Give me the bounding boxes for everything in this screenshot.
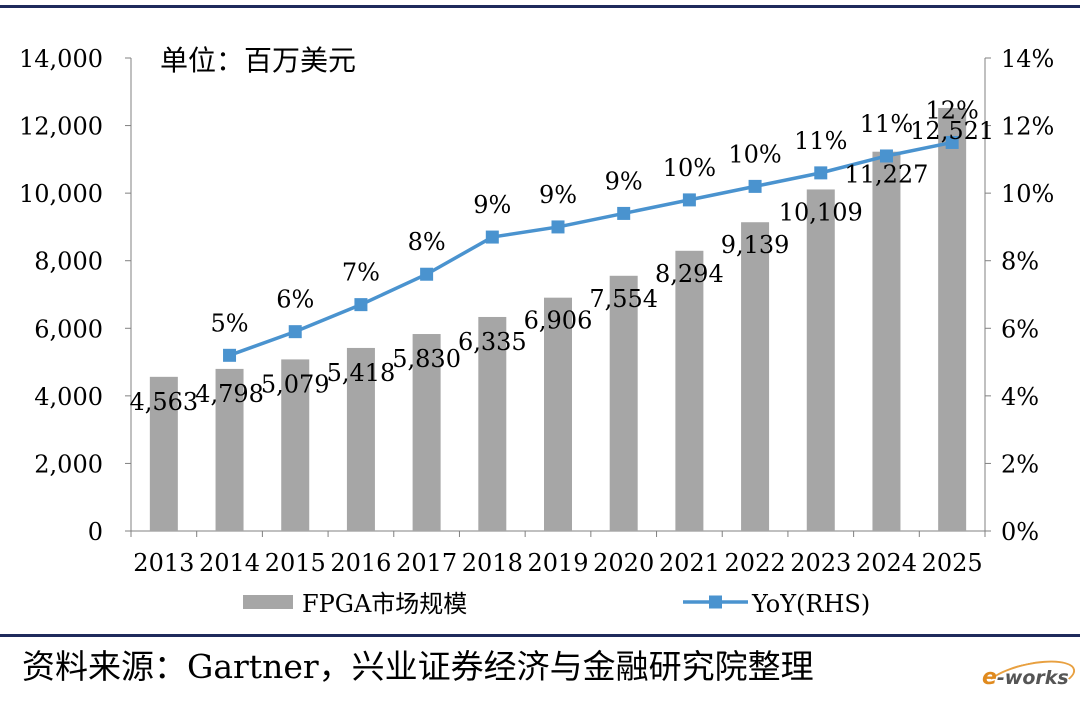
x-tick-label: 2024: [856, 549, 917, 577]
logo-text: e-works: [982, 665, 1069, 690]
top-rule: [0, 5, 1080, 8]
yoy-value-label: 8%: [408, 228, 446, 256]
line-series: [223, 135, 959, 362]
x-tick-label: 2019: [527, 549, 588, 577]
left-tick-label: 10,000: [19, 180, 103, 208]
bar: [478, 316, 507, 531]
right-tick-label: 6%: [1001, 315, 1039, 343]
left-tick-label: 8,000: [34, 248, 103, 276]
yoy-marker: [551, 220, 565, 234]
x-tick-label: 2015: [265, 549, 326, 577]
x-tick-label: 2025: [922, 549, 983, 577]
x-tick-label: 2017: [396, 549, 457, 577]
left-tick-label: 2,000: [34, 450, 103, 478]
yoy-value-label: 9%: [473, 191, 511, 219]
bar: [149, 376, 178, 531]
yoy-marker: [814, 166, 828, 180]
x-tick-label: 2023: [790, 549, 851, 577]
yoy-marker: [945, 135, 959, 149]
yoy-marker: [879, 149, 893, 163]
legend-bar-swatch: [243, 595, 293, 609]
right-tick-label: 12%: [1001, 113, 1054, 141]
yoy-value-label: 11%: [794, 127, 847, 155]
unit-label: 单位：百万美元: [160, 44, 356, 77]
bar-value-label: 9,139: [721, 231, 790, 259]
yoy-value-label: 7%: [342, 259, 380, 287]
x-tick-label: 2021: [659, 549, 720, 577]
bar: [609, 275, 638, 531]
right-tick-label: 14%: [1001, 45, 1054, 73]
yoy-marker: [617, 206, 631, 220]
bar-value-label: 11,227: [844, 161, 928, 189]
x-tick-label: 2020: [593, 549, 654, 577]
bar: [872, 151, 901, 531]
source-note: 资料来源：Gartner，兴业证券经济与金融研究院整理: [22, 647, 814, 686]
yoy-value-label: 12%: [925, 96, 978, 124]
yoy-marker: [288, 325, 302, 339]
left-tick-label: 0: [88, 518, 103, 546]
bar: [346, 347, 375, 531]
yoy-marker: [354, 298, 368, 312]
legend-bar-label: FPGA市场规模: [302, 590, 467, 618]
bar-value-label: 12,521: [910, 117, 994, 145]
bar-series: [149, 107, 967, 532]
right-tick-label: 0%: [1001, 518, 1039, 546]
bar-value-label: 5,079: [261, 370, 330, 398]
left-tick-label: 12,000: [19, 113, 103, 141]
yoy-marker: [485, 230, 499, 244]
chart-axes: 0 2,000 4,000 6,000 8,000 10,000 12,000 14,000 0…: [19, 45, 1054, 577]
x-tick-label: 2018: [462, 549, 523, 577]
e-works-logo: e-works: [981, 653, 1079, 704]
x-tick-label: 2013: [133, 549, 194, 577]
yoy-marker: [223, 348, 237, 362]
bottom-rule: [0, 634, 1080, 637]
bar: [215, 368, 244, 531]
bar-value-label: 4,563: [129, 388, 198, 416]
bar: [938, 107, 967, 532]
yoy-line: [228, 140, 953, 357]
bar: [412, 334, 441, 531]
yoy-value-label: 11%: [860, 110, 913, 138]
x-tick-label: 2016: [330, 549, 391, 577]
yoy-value-label: 6%: [276, 286, 314, 314]
yoy-marker: [748, 179, 762, 193]
right-tick-label: 8%: [1001, 248, 1039, 276]
bar-value-label: 6,335: [458, 328, 527, 356]
yoy-value-label: 9%: [539, 181, 577, 209]
bar: [281, 359, 310, 531]
bar: [544, 297, 572, 531]
fpga-market-chart: 0 2,000 4,000 6,000 8,000 10,000 12,000 14,000 0…: [19, 44, 1054, 618]
legend: FPGA市场规模 YoY(RHS): [243, 590, 870, 618]
bar-value-label: 6,906: [524, 307, 593, 335]
bar: [741, 222, 770, 531]
bar-value-label: 5,418: [327, 359, 396, 387]
legend-line-marker: [709, 595, 722, 609]
bar-value-label: 10,109: [779, 198, 863, 226]
yoy-marker: [682, 193, 696, 207]
right-tick-label: 4%: [1001, 383, 1039, 411]
bar-value-label: 5,830: [392, 345, 461, 373]
bar: [675, 250, 704, 531]
yoy-value-label: 5%: [210, 309, 248, 337]
right-tick-label: 2%: [1001, 450, 1039, 478]
bar: [806, 189, 835, 532]
bar-value-label: 8,294: [655, 260, 724, 288]
yoy-value-label: 9%: [605, 167, 643, 195]
left-tick-label: 14,000: [19, 45, 103, 73]
legend-line-label: YoY(RHS): [751, 590, 870, 618]
bar-value-label: 7,554: [589, 285, 658, 313]
bar-value-label: 4,798: [195, 380, 264, 408]
yoy-value-label: 10%: [728, 140, 781, 168]
x-tick-label: 2022: [725, 549, 786, 577]
x-tick-label: 2014: [199, 549, 260, 577]
yoy-marker: [420, 267, 434, 281]
data-labels: 4,5634,7985,0795,4185,8306,3356,9067,554…: [129, 96, 994, 415]
right-tick-label: 10%: [1001, 180, 1054, 208]
left-tick-label: 6,000: [34, 315, 103, 343]
yoy-value-label: 10%: [663, 154, 716, 182]
left-tick-label: 4,000: [34, 383, 103, 411]
